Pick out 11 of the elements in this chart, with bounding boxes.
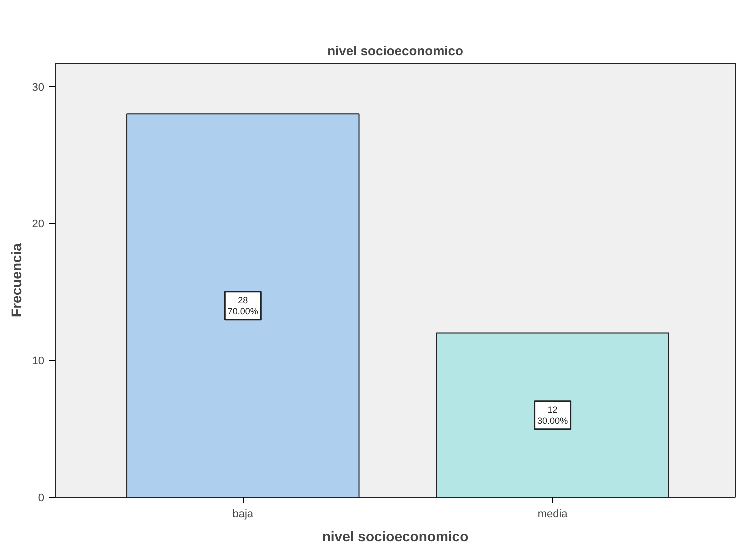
data-label: 12 30.00% xyxy=(538,404,568,426)
y-tick-label: 20 xyxy=(32,218,45,231)
y-tick-label: 10 xyxy=(32,356,45,368)
y-tick-label: 0 xyxy=(38,492,45,504)
y-axis-title: Frecuencia xyxy=(8,243,24,318)
x-tick-label: media xyxy=(538,508,569,520)
chart-title: nivel socioeconomico xyxy=(328,44,464,58)
y-tick-label: 30 xyxy=(32,82,45,94)
x-axis-title: nivel socioeconomico xyxy=(322,528,469,544)
data-label: 28 70.00% xyxy=(228,295,258,316)
x-tick-label: baja xyxy=(232,508,254,520)
